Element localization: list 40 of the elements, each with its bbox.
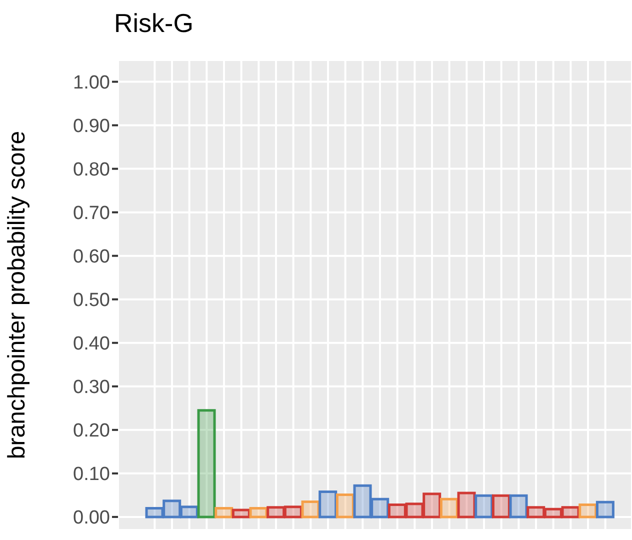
y-tick-label: 0.40 <box>73 334 110 355</box>
bar <box>509 494 528 518</box>
bar <box>266 506 286 518</box>
chart-title: Risk-G <box>114 8 194 39</box>
bar <box>492 494 510 518</box>
bar <box>145 506 164 518</box>
bar <box>284 506 302 518</box>
bar <box>440 498 458 518</box>
bar <box>457 492 476 518</box>
bar <box>474 494 494 518</box>
bar <box>214 506 234 518</box>
bar <box>561 506 580 518</box>
bar <box>544 508 562 518</box>
bar <box>301 500 320 518</box>
y-axis-title: branchpointer probability score <box>4 130 31 460</box>
bar <box>197 409 216 518</box>
bar <box>370 498 390 518</box>
bar <box>526 506 546 518</box>
bar <box>249 506 268 518</box>
y-tick-label: 0.30 <box>73 377 110 398</box>
bar <box>578 504 598 518</box>
y-tick-label: 0.80 <box>73 160 110 181</box>
bar <box>162 500 182 518</box>
bar <box>596 500 614 518</box>
y-tick-label: 0.00 <box>73 508 110 529</box>
y-tick-label: 0.70 <box>73 203 110 224</box>
bar <box>232 508 250 518</box>
y-tick-label: 0.10 <box>73 464 110 486</box>
bar <box>336 494 354 518</box>
bar <box>180 506 198 518</box>
y-tick-label: 0.60 <box>73 246 110 268</box>
y-tick-label: 0.20 <box>73 420 110 442</box>
bar <box>405 502 424 518</box>
y-tick-label: 0.50 <box>73 290 110 312</box>
y-tick-label: 1.00 <box>73 72 110 94</box>
bar <box>422 492 442 518</box>
bar <box>353 484 372 518</box>
y-tick-label: 0.90 <box>73 116 110 138</box>
bar <box>318 490 338 518</box>
bar <box>388 504 406 518</box>
